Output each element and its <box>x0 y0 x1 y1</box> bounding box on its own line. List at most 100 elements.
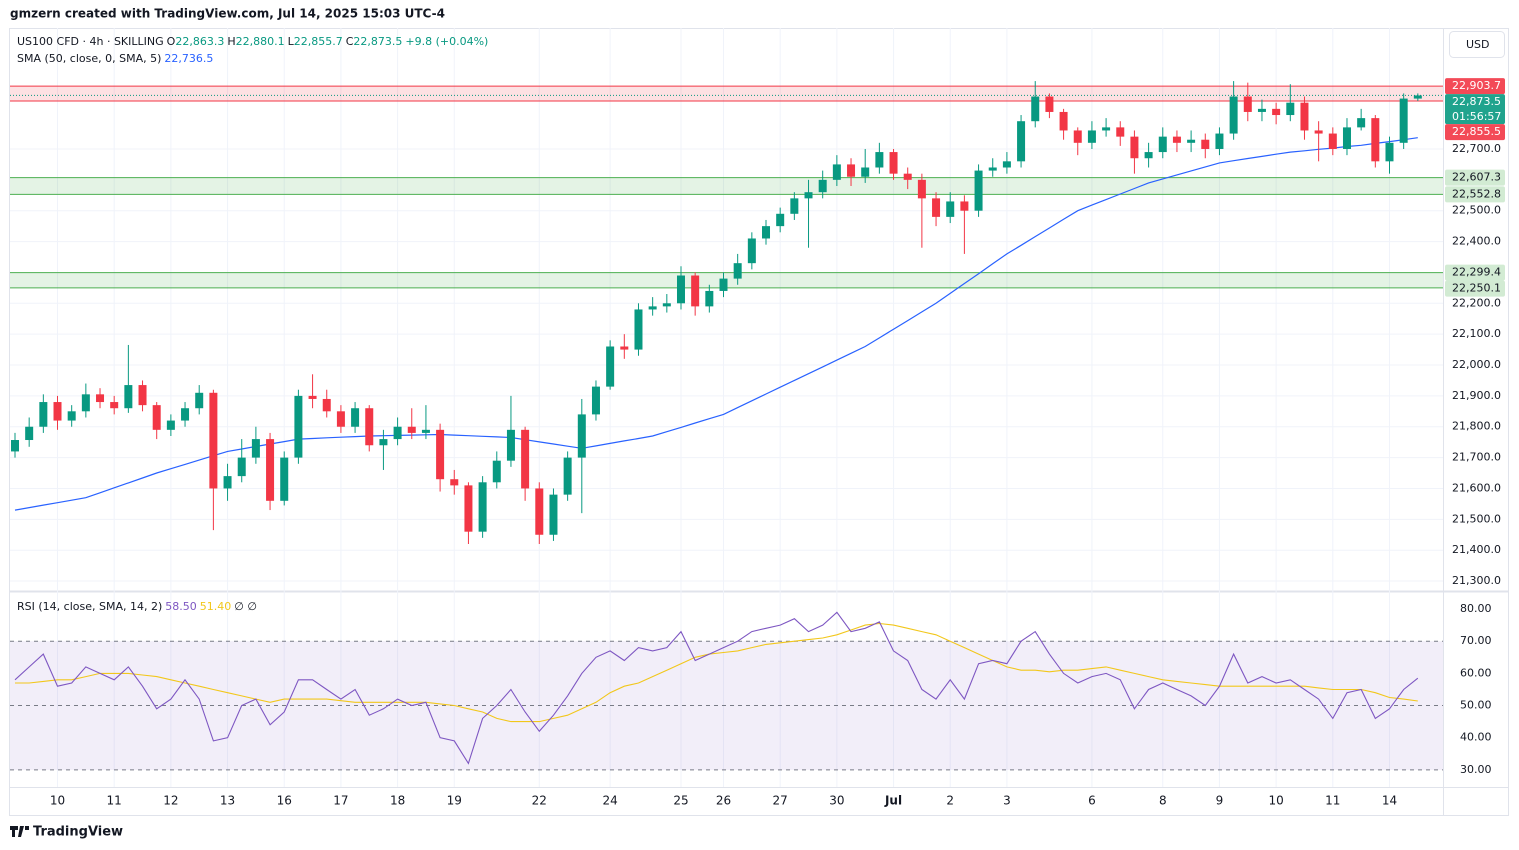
y-tick-label: 21,600.0 <box>1452 481 1501 494</box>
candle-body <box>1116 127 1125 137</box>
x-tick-label: 26 <box>716 794 731 808</box>
candle-body <box>25 426 34 441</box>
candle-body <box>832 164 841 180</box>
ohlc-key: L <box>287 35 294 48</box>
x-tick-label: 8 <box>1159 794 1167 808</box>
candle-body <box>988 167 997 171</box>
candle-body <box>322 398 331 412</box>
candle-body <box>1243 96 1252 112</box>
candle-body <box>521 429 530 489</box>
indicator-value: 51.40 <box>199 600 232 613</box>
candle-body <box>379 439 388 446</box>
candle-body <box>903 173 912 180</box>
candle-body <box>181 408 190 421</box>
candle-body <box>1328 133 1337 149</box>
x-tick-label: 27 <box>773 794 788 808</box>
y-tick-label: 22,200.0 <box>1452 296 1501 309</box>
x-tick-label: 22 <box>532 794 547 808</box>
candle-body <box>1059 111 1068 131</box>
candle-body <box>606 346 615 387</box>
candle-body <box>195 392 204 409</box>
zone <box>10 177 1443 195</box>
candle-body <box>294 395 303 458</box>
ohlc-value: 22,863.3 <box>175 35 225 48</box>
candle-body <box>393 426 402 440</box>
candle-body <box>889 152 898 174</box>
candle-body <box>662 303 671 307</box>
candle-body <box>1385 142 1394 162</box>
candle-body <box>1371 118 1380 162</box>
candle-body <box>478 482 487 532</box>
candle-body <box>1272 108 1281 116</box>
candle-body <box>39 402 48 427</box>
candle-body <box>1300 102 1309 131</box>
x-tick-label: 6 <box>1088 794 1096 808</box>
candle-body <box>1286 102 1295 116</box>
candle-body <box>1045 96 1054 112</box>
candle-body <box>365 408 374 446</box>
candle-body <box>1017 121 1026 162</box>
ohlc-value: 22,855.7 <box>293 35 343 48</box>
candle-body <box>81 394 90 412</box>
rsi-line <box>14 611 1419 765</box>
price-axis-label: 22,299.4 <box>1452 266 1501 279</box>
candle-body <box>762 226 771 239</box>
candle-body <box>1102 127 1111 131</box>
y-tick-label: 21,400.0 <box>1452 543 1501 556</box>
candle-body <box>1201 139 1210 149</box>
candle-body <box>691 275 700 307</box>
x-tick-label: Jul <box>884 794 902 808</box>
candle-body <box>847 164 856 177</box>
candle-body <box>166 420 175 430</box>
x-tick-label: 12 <box>163 794 178 808</box>
candle-body <box>676 275 685 304</box>
candle-body <box>705 290 714 307</box>
candle-body <box>280 457 289 501</box>
candle-body <box>96 394 105 403</box>
y-tick-label: 22,100.0 <box>1452 327 1501 340</box>
sma-legend: SMA (50, close, 0, SMA, 5) 22,736.5 <box>17 52 216 65</box>
x-tick-label: 14 <box>1382 794 1397 808</box>
x-tick-label: 24 <box>602 794 617 808</box>
x-tick-label: 11 <box>1325 794 1340 808</box>
indicator-value: 22,736.5 <box>164 52 214 65</box>
y-tick-label: 22,500.0 <box>1452 204 1501 217</box>
candle-body <box>577 414 586 458</box>
candle-body <box>266 439 275 501</box>
candle-body <box>960 201 969 211</box>
candle-body <box>790 198 799 214</box>
currency-button[interactable] <box>1449 31 1505 58</box>
x-tick-label: 10 <box>1268 794 1283 808</box>
candle-body <box>1002 161 1011 168</box>
zone <box>10 86 1443 101</box>
candle-body <box>1158 136 1167 153</box>
candle-body <box>436 429 445 480</box>
candle-body <box>1031 96 1040 122</box>
candle-body <box>152 405 161 430</box>
price-axis-label: 22,855.5 <box>1452 125 1501 138</box>
price-axis-label-bg <box>1445 169 1505 186</box>
ohlc-value: 22,873.5 <box>353 35 403 48</box>
candle-body <box>549 494 558 535</box>
x-tick-label: 25 <box>673 794 688 808</box>
rsi-line <box>15 622 1418 723</box>
candle-body <box>237 457 246 477</box>
candle-body <box>535 488 544 535</box>
candle-body <box>124 385 133 409</box>
candle-body <box>932 198 941 217</box>
price-axis-label: 22,552.8 <box>1452 187 1501 200</box>
candle-body <box>1073 130 1082 143</box>
indicator-name: RSI (14, close, SMA, 14, 2) <box>17 600 163 613</box>
y-tick-label: 21,800.0 <box>1452 420 1501 433</box>
candle-body <box>563 457 572 495</box>
price-axis-label: 22,607.3 <box>1452 171 1501 184</box>
candle-body <box>11 440 19 452</box>
sma-line <box>14 137 1418 511</box>
candle-body <box>53 402 62 421</box>
price-axis-label-bg <box>1445 94 1505 125</box>
candle-body <box>1229 96 1238 134</box>
x-tick-label: 2 <box>946 794 954 808</box>
logo-icon <box>10 826 29 837</box>
currency-label[interactable]: USD <box>1466 38 1490 51</box>
candle-body <box>804 192 813 199</box>
